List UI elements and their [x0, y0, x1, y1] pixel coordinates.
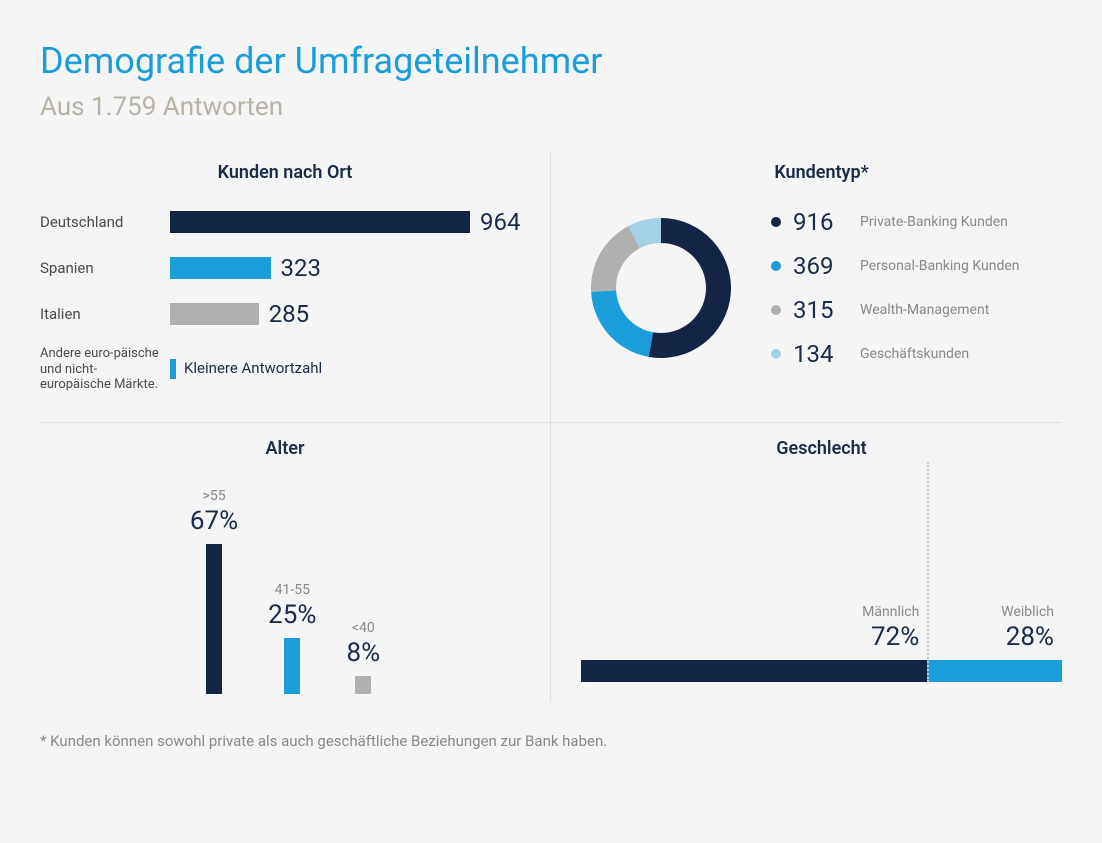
location-value: 285	[269, 300, 309, 328]
gender-category: Männlich	[581, 604, 919, 620]
donut-chart	[581, 208, 741, 368]
legend-value: 134	[793, 340, 848, 368]
legend-row: 369 Personal-Banking Kunden	[771, 252, 1062, 280]
age-bar	[284, 638, 300, 694]
age-column: 41-55 25%	[268, 582, 316, 694]
location-bars: Deutschland 964 Spanien 323 Italien 285 Andere…	[40, 208, 530, 393]
location-bar	[170, 257, 271, 279]
location-bar-other	[170, 359, 176, 379]
legend-dot	[771, 217, 781, 227]
location-row: Italien 285	[40, 300, 530, 328]
location-value: 964	[480, 208, 520, 236]
panel-title-gender: Geschlecht	[581, 438, 1062, 459]
age-category: <40	[352, 620, 375, 636]
customer-type-legend: 916 Private-Banking Kunden 369 Personal-Ban…	[771, 208, 1062, 384]
location-label: Deutschland	[40, 213, 170, 231]
age-category: >55	[203, 488, 226, 504]
legend-label: Personal-Banking Kunden	[860, 258, 1020, 275]
location-note: Kleinere Antwortzahl	[184, 359, 322, 377]
location-bar	[170, 303, 259, 325]
age-value: 67%	[190, 506, 238, 536]
location-row-other: Andere euro-päische und nicht-europäisch…	[40, 346, 530, 393]
legend-value: 369	[793, 252, 848, 280]
gender-label-group: Weiblich 28%	[927, 604, 1062, 652]
gender-label-row: Männlich 72% Weiblich 28%	[581, 604, 1062, 652]
age-value: 25%	[268, 600, 316, 630]
location-label-other: Andere euro-päische und nicht-europäisch…	[40, 346, 170, 393]
age-column: >5567%	[190, 488, 238, 694]
panel-age: Alter >5567%41-5525%<408%	[40, 422, 551, 702]
panel-gender: Geschlecht Männlich 72% Weiblich 28%	[551, 422, 1062, 702]
gender-segment	[581, 660, 927, 682]
donut-hole	[616, 243, 706, 333]
age-column: <408%	[346, 620, 380, 694]
age-category: 41-55	[275, 582, 310, 598]
location-label: Italien	[40, 305, 170, 323]
page-subtitle: Aus 1.759 Antworten	[40, 92, 1062, 122]
panel-title-location: Kunden nach Ort	[40, 162, 530, 183]
age-bar	[206, 544, 222, 694]
gender-bar	[581, 660, 1062, 682]
legend-value: 315	[793, 296, 848, 324]
footnote: * Kunden können sowohl private als auch …	[40, 732, 1062, 750]
legend-label: Geschäftskunden	[860, 346, 969, 363]
panel-title-age: Alter	[40, 438, 530, 459]
legend-dot	[771, 305, 781, 315]
legend-dot	[771, 349, 781, 359]
legend-row: 916 Private-Banking Kunden	[771, 208, 1062, 236]
location-value: 323	[281, 254, 321, 282]
location-label: Spanien	[40, 259, 170, 277]
gender-label-group: Männlich 72%	[581, 604, 927, 652]
chart-grid: Kunden nach Ort Deutschland 964 Spanien 323…	[40, 152, 1062, 702]
legend-row: 315 Wealth-Management	[771, 296, 1062, 324]
gender-value: 72%	[581, 622, 919, 652]
gender-value: 28%	[927, 622, 1054, 652]
legend-label: Private-Banking Kunden	[860, 214, 1008, 231]
page-title: Demografie der Umfrageteilnehmer	[40, 40, 1062, 82]
gender-segment	[927, 660, 1062, 682]
legend-row: 134 Geschäftskunden	[771, 340, 1062, 368]
panel-title-customer-type: Kundentyp*	[581, 162, 1062, 183]
legend-dot	[771, 261, 781, 271]
age-value: 8%	[346, 638, 380, 668]
gender-category: Weiblich	[927, 604, 1054, 620]
age-bar	[355, 676, 371, 694]
legend-value: 916	[793, 208, 848, 236]
location-row: Spanien 323	[40, 254, 530, 282]
panel-location: Kunden nach Ort Deutschland 964 Spanien 323…	[40, 152, 551, 422]
location-row: Deutschland 964	[40, 208, 530, 236]
panel-customer-type: Kundentyp* 916 Private-Banking Kunden 369 P…	[551, 152, 1062, 422]
location-bar	[170, 211, 470, 233]
age-bars: >5567%41-5525%<408%	[40, 484, 530, 694]
legend-label: Wealth-Management	[860, 302, 989, 319]
